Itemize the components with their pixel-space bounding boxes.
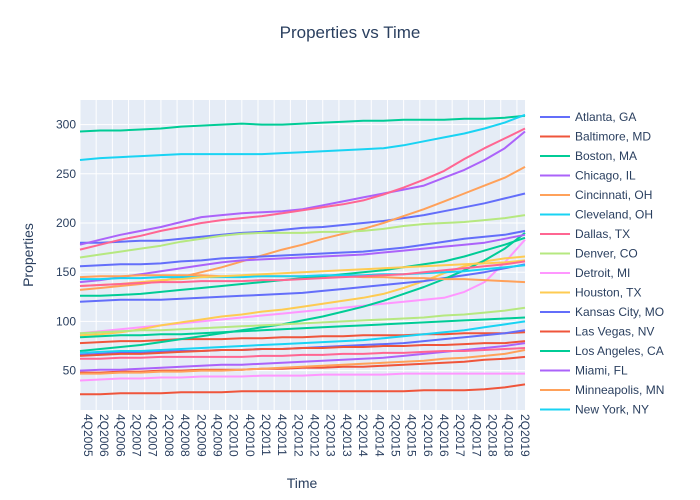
series-line-11 — [80, 383, 526, 396]
x-tick-label-1: 2Q2006 — [97, 414, 111, 457]
legend-label-9: Houston, TX — [575, 286, 641, 300]
x-tick-label-8: 4Q2009 — [210, 414, 224, 457]
legend: Atlanta, GA Baltimore, MD Boston, MA Chicag… — [540, 110, 664, 417]
series-layer — [79, 113, 526, 396]
legend-label-13: Miami, FL — [575, 364, 628, 378]
legend-label-15: New York, NY — [575, 403, 649, 417]
series-line-12 — [79, 232, 526, 352]
series-line-2 — [79, 114, 526, 133]
series-line-22 — [80, 347, 526, 360]
series-line-6 — [79, 127, 526, 251]
y-tick-label-1: 100 — [56, 314, 76, 328]
x-tick-label-23: 2Q2017 — [453, 414, 467, 457]
x-tick-label-19: 2Q2015 — [388, 414, 402, 457]
legend-label-1: Baltimore, MD — [575, 130, 651, 144]
series-line-5 — [79, 113, 526, 161]
legend-label-7: Denver, CO — [575, 247, 638, 261]
x-tick-label-4: 4Q2007 — [146, 414, 160, 457]
legend-label-11: Las Vegas, NV — [575, 325, 654, 339]
x-tick-label-7: 2Q2009 — [194, 414, 208, 457]
series-line-16 — [79, 229, 526, 268]
y-axis-title: Properties — [20, 223, 36, 287]
series-line-13 — [79, 233, 526, 284]
x-tick-label-5: 2Q2008 — [162, 414, 176, 457]
legend-label-14: Minneapolis, MN — [575, 383, 664, 397]
legend-label-3: Chicago, IL — [575, 169, 636, 183]
legend-label-8: Detroit, MI — [575, 266, 630, 280]
x-tick-label-20: 4Q2015 — [405, 414, 419, 457]
x-tick-label-17: 2Q2014 — [356, 414, 370, 457]
x-tick-label-14: 4Q2012 — [308, 414, 322, 457]
series-line-29 — [79, 260, 526, 287]
x-tick-label-12: 4Q2011 — [275, 414, 289, 456]
x-tick-label-9: 2Q2010 — [227, 414, 241, 457]
x-tick-label-13: 2Q2012 — [291, 414, 305, 457]
series-line-24 — [79, 372, 525, 382]
legend-label-0: Atlanta, GA — [575, 110, 636, 124]
y-tick-label-2: 150 — [56, 265, 76, 279]
x-tick-label-15: 2Q2013 — [324, 414, 338, 457]
chart-title: Properties vs Time — [280, 23, 421, 42]
series-line-0 — [80, 192, 526, 244]
x-tick-label-0: 4Q2005 — [81, 414, 95, 457]
x-tick-label-24: 4Q2017 — [469, 414, 483, 457]
series-line-1 — [79, 331, 526, 345]
x-tick-label-27: 2Q2019 — [518, 414, 532, 457]
legend-label-6: Dallas, TX — [575, 227, 630, 241]
x-tick-label-21: 2Q2016 — [421, 414, 435, 457]
x-tick-label-18: 4Q2014 — [372, 414, 386, 457]
x-tick-label-26: 4Q2018 — [502, 414, 516, 457]
series-line-23 — [79, 306, 526, 335]
x-tick-label-6: 4Q2008 — [178, 414, 192, 457]
x-tick-label-25: 2Q2018 — [486, 414, 500, 457]
series-line-21 — [80, 264, 526, 281]
series-line-20 — [80, 349, 526, 375]
x-tick-label-11: 2Q2011 — [259, 414, 273, 456]
series-line-25 — [79, 259, 526, 287]
legend-label-10: Kansas City, MO — [575, 305, 664, 319]
series-line-27 — [79, 340, 526, 357]
series-line-28 — [79, 316, 526, 339]
legend-label-2: Boston, MA — [575, 149, 637, 163]
x-tick-label-16: 4Q2013 — [340, 414, 354, 457]
series-line-7 — [79, 214, 526, 259]
x-tick-label-2: 4Q2006 — [113, 414, 127, 457]
series-line-15 — [79, 320, 526, 354]
x-tick-label-10: 4Q2010 — [243, 414, 257, 457]
legend-label-5: Cleveland, OH — [575, 208, 653, 222]
y-tick-label-3: 200 — [56, 216, 76, 230]
x-tick-label-22: 4Q2016 — [437, 414, 451, 457]
y-axis-ticks: 50 100 150 200 250 300 — [56, 118, 76, 378]
y-tick-label-4: 250 — [56, 167, 76, 181]
y-tick-label-0: 50 — [63, 364, 77, 378]
x-axis-title: Time — [287, 475, 318, 491]
x-tick-label-3: 2Q2007 — [130, 414, 144, 457]
legend-label-12: Los Angeles, CA — [575, 344, 664, 358]
legend-label-4: Cincinnati, OH — [575, 188, 652, 202]
y-tick-label-5: 300 — [56, 118, 76, 132]
x-axis-ticks: 4Q2005 2Q2006 4Q2006 2Q2007 4Q2007 2Q2008 4Q20… — [81, 414, 532, 457]
